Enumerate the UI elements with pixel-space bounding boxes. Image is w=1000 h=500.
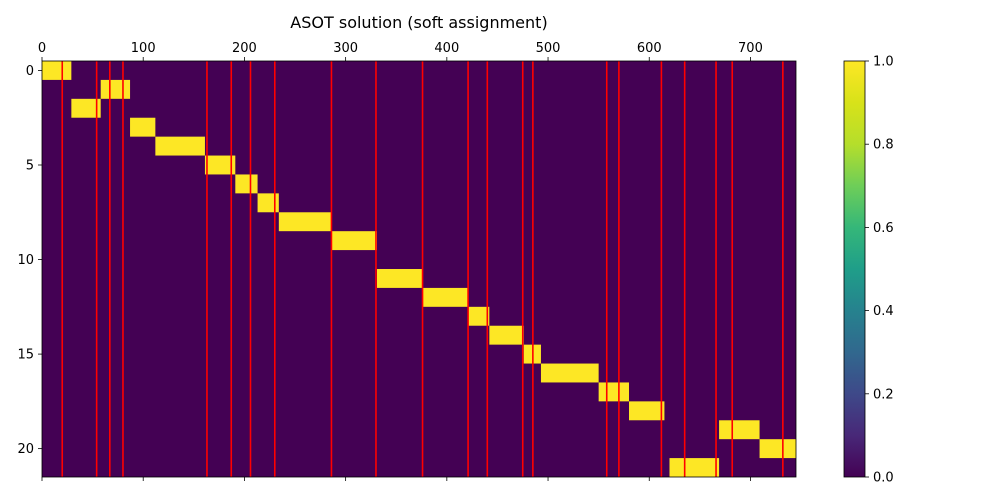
- x-tick-label: 700: [738, 41, 763, 56]
- plot-frame: [41, 60, 797, 478]
- assignment-cell-row-7: [257, 193, 279, 213]
- x-tick-label: 100: [131, 41, 156, 56]
- colorbar-tick-label: 0.4: [873, 304, 894, 319]
- chart-title: ASOT solution (soft assignment): [290, 13, 547, 32]
- plot-area: [41, 60, 797, 478]
- y-tick-label: 20: [17, 442, 34, 457]
- assignment-cell-row-21: [669, 458, 720, 477]
- assignment-cell-row-14: [489, 325, 524, 345]
- assignment-cell-row-17: [598, 382, 630, 402]
- assignment-cell-row-3: [130, 117, 156, 137]
- assignment-cell-row-12: [422, 287, 469, 307]
- x-tick-label: 200: [232, 41, 257, 56]
- colorbar-tick-label: 0.2: [873, 387, 894, 402]
- assignment-cell-row-18: [629, 401, 665, 421]
- colorbar-tick-label: 0.0: [873, 471, 894, 486]
- colorbar-tick-label: 0.8: [873, 138, 894, 153]
- assignment-cell-row-20: [759, 439, 796, 459]
- y-tick-label: 0: [26, 64, 34, 79]
- y-tick-label: 5: [26, 159, 34, 174]
- x-tick-label: 600: [637, 41, 662, 56]
- y-tick-label: 10: [17, 253, 34, 268]
- assignment-cell-row-16: [540, 363, 599, 383]
- x-tick-label: 300: [333, 41, 358, 56]
- assignment-cell-row-19: [719, 420, 760, 440]
- assignment-cell-row-9: [331, 231, 377, 251]
- colorbar-gradient: [843, 60, 866, 478]
- y-tick-label: 15: [17, 348, 34, 363]
- x-tick-label: 400: [434, 41, 459, 56]
- assignment-cell-row-4: [155, 136, 205, 156]
- assignment-cell-row-2: [71, 98, 101, 118]
- x-tick-label: 500: [536, 41, 561, 56]
- x-tick-label: 0: [38, 41, 46, 56]
- assignment-cell-row-6: [235, 174, 258, 194]
- assignment-cell-row-0: [42, 61, 72, 80]
- assignment-cell-row-11: [376, 269, 423, 288]
- assignment-cell-row-1: [100, 79, 131, 99]
- colorbar-tick-label: 1.0: [873, 55, 894, 70]
- assignment-cell-row-13: [468, 306, 490, 326]
- assignment-cell-row-8: [278, 212, 332, 232]
- assignment-cell-row-5: [204, 155, 236, 175]
- colorbar: 0.0 0.2 0.4 0.6 0.8 1.0: [843, 55, 894, 486]
- colorbar-tick-label: 0.6: [873, 221, 894, 236]
- y-axis: 0 5 10 15 20: [17, 64, 42, 457]
- x-axis: 0 100 200 300 400 500 600 700: [38, 41, 763, 481]
